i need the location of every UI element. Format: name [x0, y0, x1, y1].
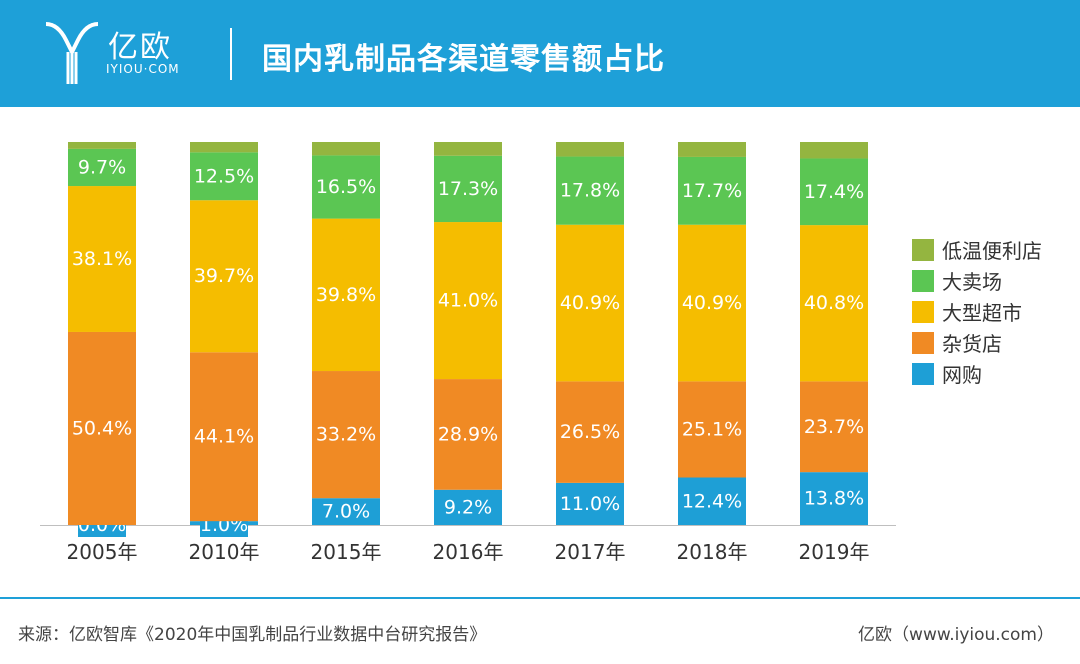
legend-label: 大型超市 — [942, 301, 1022, 325]
data-label: 16.5% — [316, 176, 376, 198]
bar-segment — [190, 152, 258, 201]
bar-segment — [800, 158, 868, 226]
legend-item: 杂货店 — [912, 327, 1042, 358]
bar-segment — [800, 225, 868, 382]
legend-label: 大卖场 — [942, 270, 1002, 294]
legend-label: 低温便利店 — [942, 239, 1042, 263]
bar-segment — [68, 142, 136, 149]
bar-segment — [800, 142, 868, 159]
bar-segment — [312, 218, 380, 372]
chart-legend: 低温便利店大卖场大型超市杂货店网购 — [912, 234, 1042, 389]
data-label: 40.9% — [560, 292, 620, 314]
footer-source: 来源：亿欧智库《2020年中国乳制品行业数据中台研究报告》 — [18, 625, 487, 645]
bar-segment — [678, 156, 746, 225]
x-tick-label: 2005年 — [67, 540, 138, 564]
bar-segment — [434, 142, 502, 156]
legend-swatch — [912, 238, 934, 261]
stacked-bar-chart: 0.0%50.4%38.1%9.7%2005年1.0%44.1%39.7%12.… — [40, 142, 896, 564]
footer-divider — [0, 597, 1080, 599]
bar-segment — [312, 371, 380, 499]
bar-segment — [68, 148, 136, 187]
bar-segment — [678, 381, 746, 478]
bar-segment — [68, 331, 136, 525]
bar-segment — [800, 381, 868, 473]
data-label: 26.5% — [560, 421, 620, 443]
footer-site: 亿欧（www.iyiou.com） — [858, 625, 1054, 645]
data-label: 23.7% — [804, 416, 864, 438]
bar-segment — [434, 489, 502, 525]
bar-segment — [434, 155, 502, 223]
legend-label: 杂货店 — [942, 332, 1002, 356]
data-label: 17.4% — [804, 181, 864, 203]
legend-swatch — [912, 331, 934, 354]
bar-segment — [190, 352, 258, 522]
bar-segment — [434, 379, 502, 490]
data-label: 40.9% — [682, 292, 742, 314]
data-label: 12.4% — [682, 490, 742, 512]
data-label: 9.2% — [444, 496, 492, 518]
bar-segment — [556, 381, 624, 483]
data-label: 17.8% — [560, 180, 620, 202]
legend-swatch — [912, 269, 934, 292]
header-divider — [230, 28, 232, 80]
bar-segment — [312, 142, 380, 156]
page-title: 国内乳制品各渠道零售额占比 — [262, 42, 665, 77]
x-tick-label: 2019年 — [799, 540, 870, 564]
data-label: 44.1% — [194, 426, 254, 448]
data-label: 13.8% — [804, 488, 864, 510]
data-label: 17.7% — [682, 180, 742, 202]
legend-swatch — [912, 300, 934, 323]
data-label: 11.0% — [560, 493, 620, 515]
bar-segment — [800, 472, 868, 525]
legend-item: 网购 — [912, 358, 1042, 389]
logo-text-en: IYIOU·COM — [106, 62, 180, 76]
x-tick-label: 2017年 — [555, 540, 626, 564]
data-label: 39.8% — [316, 284, 376, 306]
data-label: 41.0% — [438, 290, 498, 312]
legend-swatch — [912, 362, 934, 385]
bar-segment — [556, 224, 624, 382]
bar-segment — [68, 186, 136, 332]
bar-segment — [678, 477, 746, 525]
data-label: 17.3% — [438, 178, 498, 200]
bar-segment — [312, 498, 380, 525]
logo-text-cn: 亿欧 — [108, 30, 172, 65]
x-tick-label: 2010年 — [189, 540, 260, 564]
data-label: 7.0% — [322, 501, 370, 523]
data-label: 9.7% — [78, 156, 126, 178]
bar-segment — [190, 142, 258, 153]
bar-segment — [556, 482, 624, 525]
bar-segment — [556, 156, 624, 225]
data-label: 40.8% — [804, 292, 864, 314]
data-label: 28.9% — [438, 423, 498, 445]
data-label: 33.2% — [316, 424, 376, 446]
x-tick-label: 2018年 — [677, 540, 748, 564]
legend-item: 低温便利店 — [912, 234, 1042, 265]
data-label: 39.7% — [194, 265, 254, 287]
data-label: 25.1% — [682, 418, 742, 440]
bar-segment — [312, 155, 380, 219]
bar-segment — [678, 224, 746, 382]
bar-segment — [678, 142, 746, 157]
legend-label: 网购 — [942, 363, 982, 387]
iyiou-logo-icon — [45, 22, 99, 84]
bar-segment — [556, 142, 624, 157]
x-tick-label: 2015年 — [311, 540, 382, 564]
legend-item: 大卖场 — [912, 265, 1042, 296]
data-label: 38.1% — [72, 248, 132, 270]
legend-item: 大型超市 — [912, 296, 1042, 327]
data-label: 12.5% — [194, 165, 254, 187]
bar-segment — [190, 200, 258, 353]
x-tick-label: 2016年 — [433, 540, 504, 564]
data-label: 50.4% — [72, 417, 132, 439]
header-bar: 亿欧 IYIOU·COM 国内乳制品各渠道零售额占比 — [0, 0, 1080, 107]
bar-segment — [434, 222, 502, 380]
